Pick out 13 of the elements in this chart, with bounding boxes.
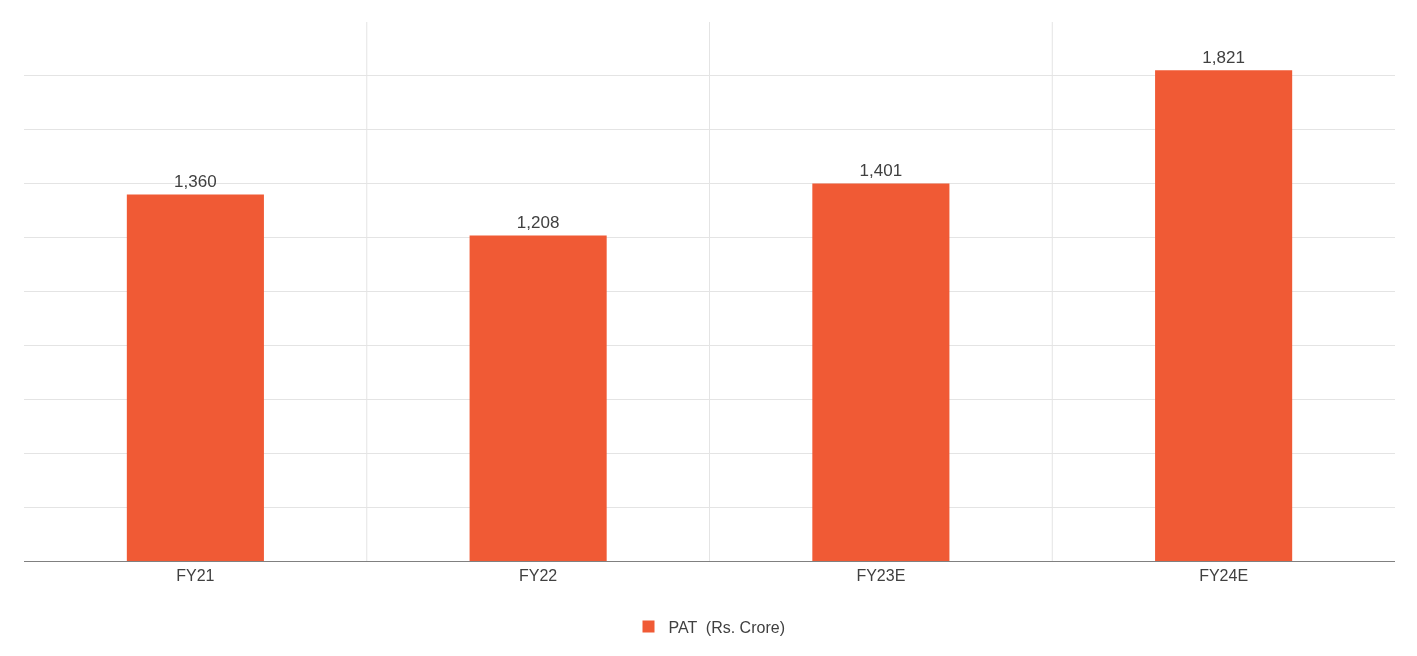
bar bbox=[1155, 70, 1293, 561]
data-label: 1,208 bbox=[516, 213, 560, 233]
x-tick-label: FY23E bbox=[856, 567, 906, 585]
x-tick-label: FY24E bbox=[1199, 567, 1249, 585]
bar bbox=[126, 194, 264, 561]
x-tick-label: FY22 bbox=[519, 567, 558, 585]
legend-label: PAT (Rs. Crore) bbox=[668, 618, 785, 636]
data-label: 1,360 bbox=[174, 172, 217, 192]
bar bbox=[812, 183, 950, 561]
data-label: 1,821 bbox=[1202, 48, 1245, 68]
x-tick-label: FY21 bbox=[176, 567, 215, 585]
bar bbox=[469, 235, 607, 561]
data-label: 1,401 bbox=[859, 161, 903, 181]
